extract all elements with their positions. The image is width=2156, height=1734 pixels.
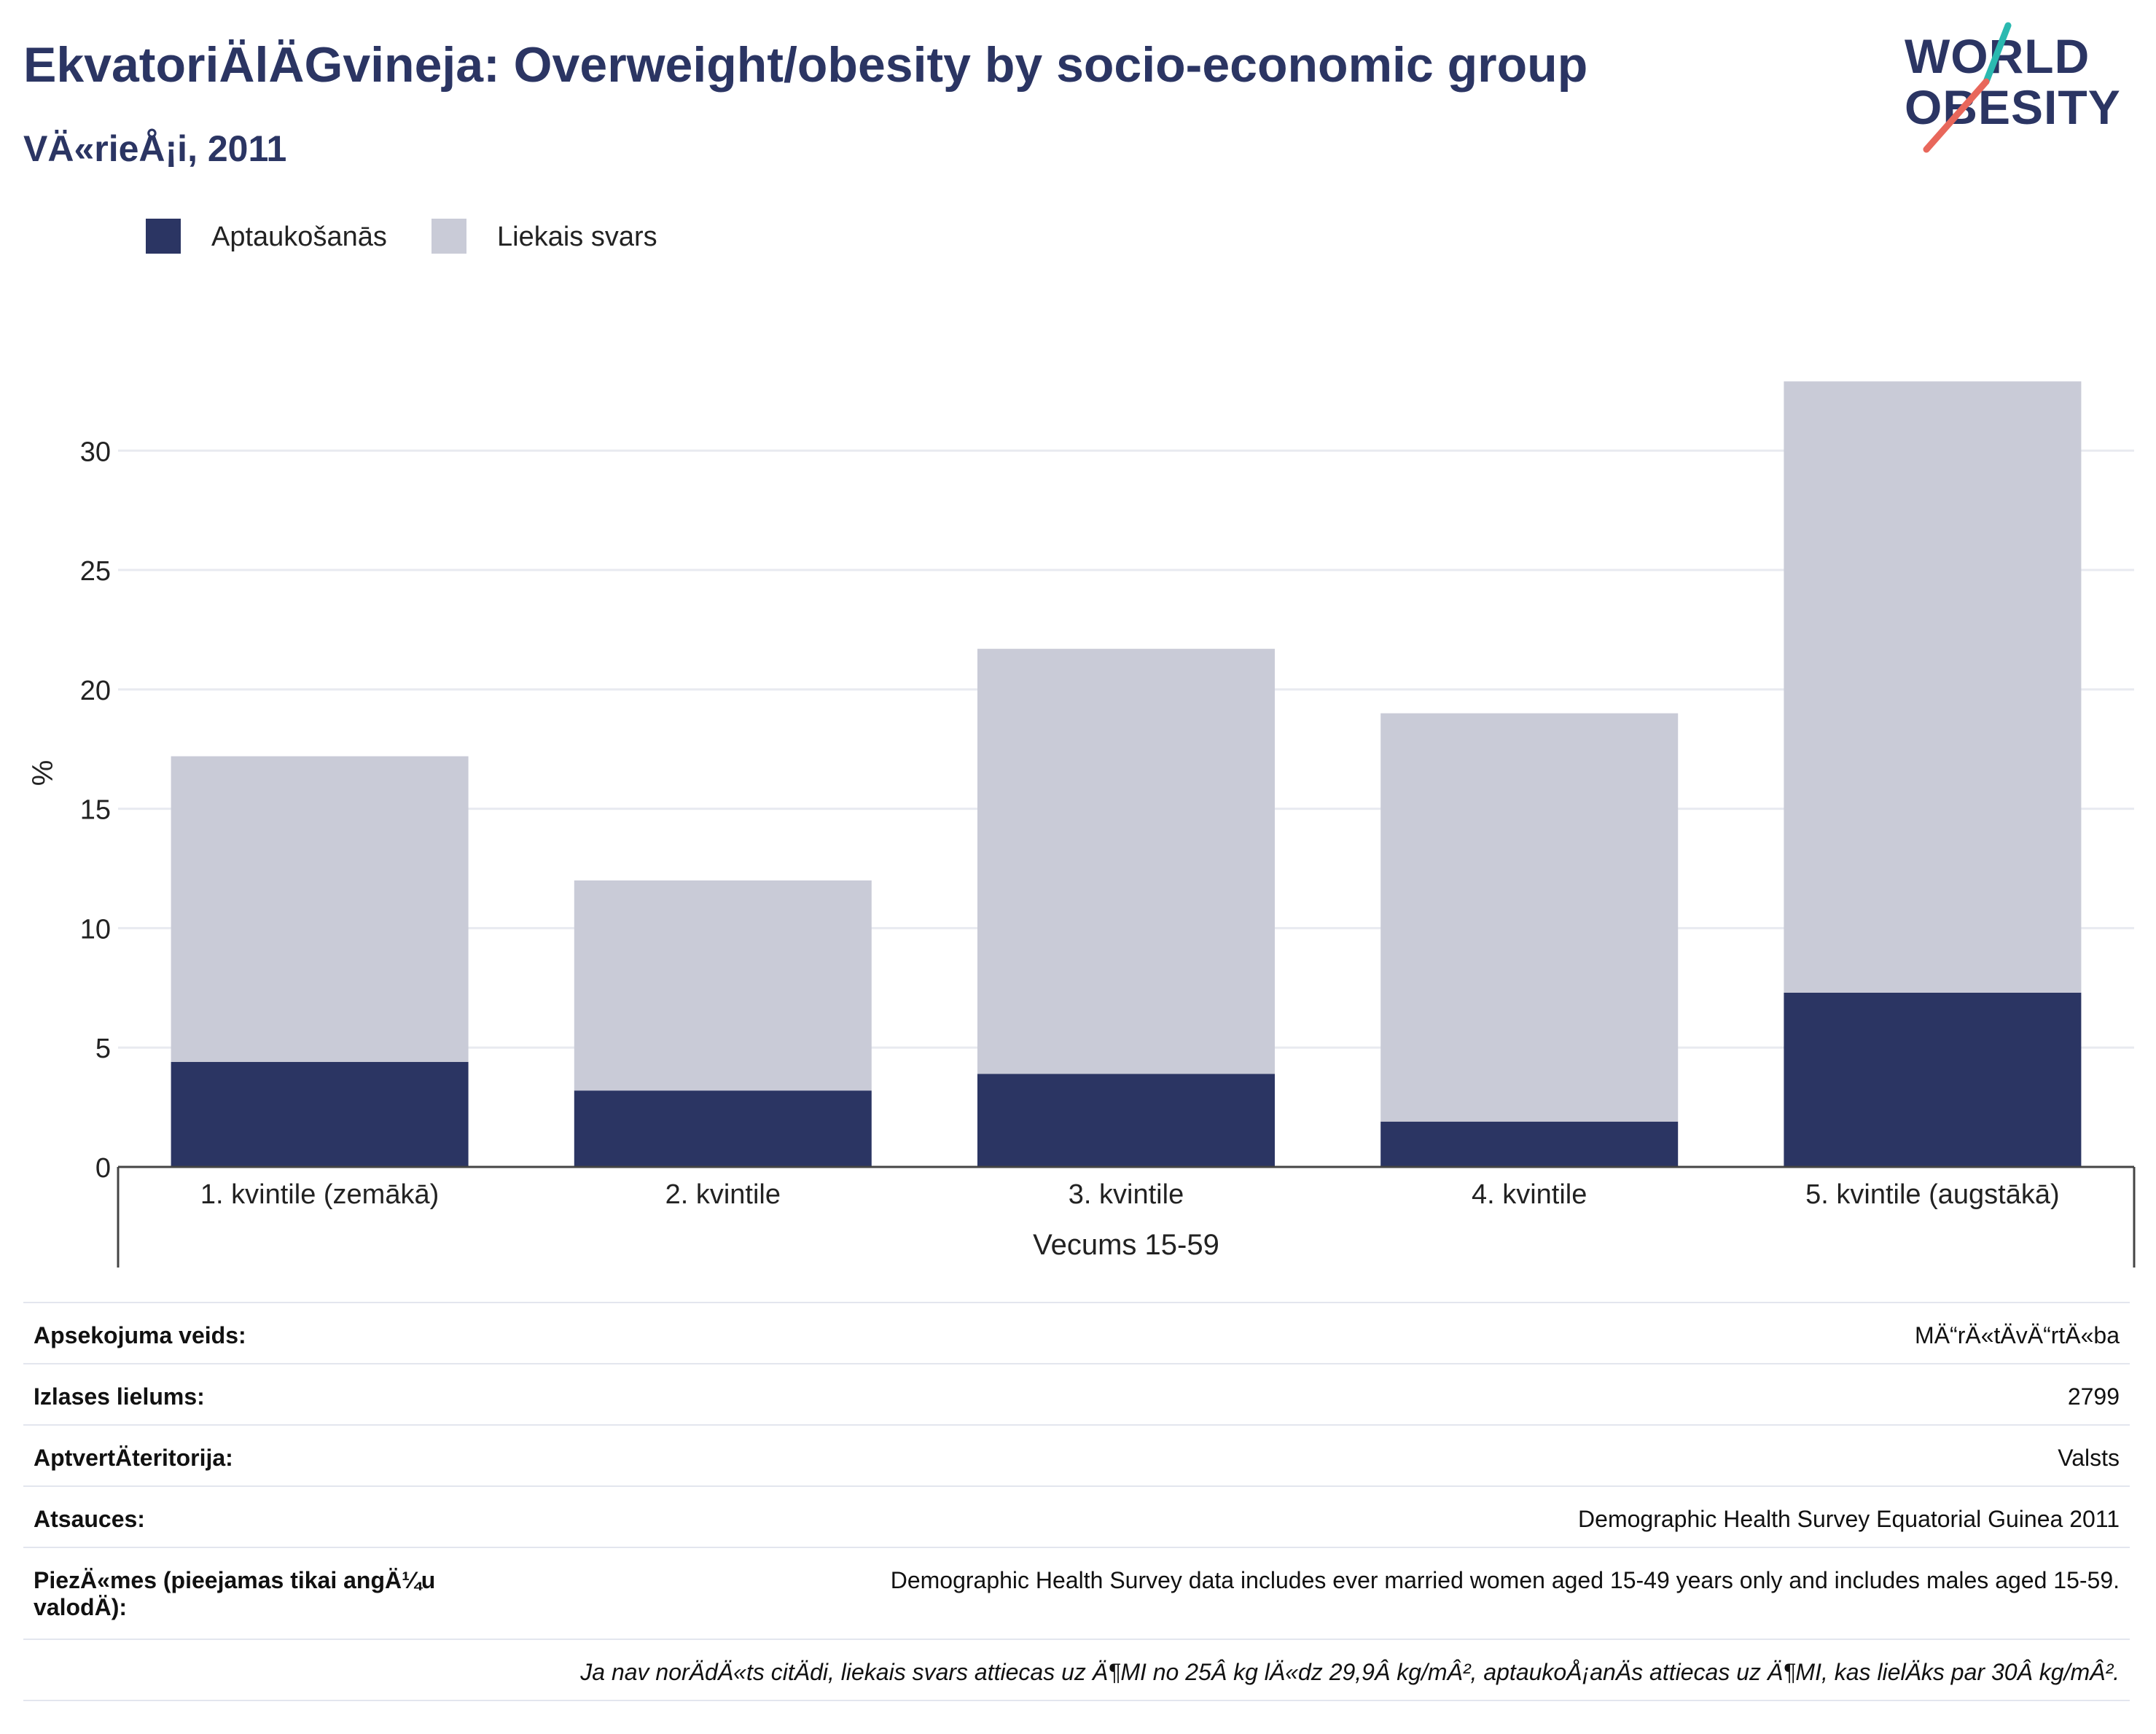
y-tick-label: 5	[95, 1034, 111, 1064]
info-label-survey-type: Apsekojuma veids:	[34, 1322, 246, 1348]
world-obesity-logo: WORLD OBESITY	[1905, 22, 2121, 153]
chart-title: EkvatoriÄlÄGvineja: Overweight/obesity b…	[23, 37, 1588, 93]
y-tick-label: 30	[80, 437, 111, 467]
bar-overweight	[171, 756, 469, 1062]
legend-swatch-obesity	[146, 219, 181, 254]
info-label-sample-size: Izlases lielums:	[34, 1383, 205, 1410]
x-tick-label: 3. kvintile	[1069, 1179, 1184, 1210]
survey-info-table: Apsekojuma veids: MÄ“rÄ«tÄvÄ“rtÄ«ba Izla…	[23, 1302, 2130, 1701]
info-value-coverage: Valsts	[2058, 1445, 2120, 1471]
bar-overweight	[1380, 713, 1679, 1122]
info-row-coverage: AptvertÄteritorija: Valsts	[23, 1424, 2130, 1485]
bar-obesity	[1380, 1121, 1679, 1167]
info-value-references: Demographic Health Survey Equatorial Gui…	[1578, 1506, 2120, 1532]
stacked-bar-chart: 0 5 10 15 20 25 30% 1. kvintile (zemākā) 2. kvin…	[27, 381, 2136, 1268]
footnote-row: Ja nav norÄdÄ«ts citÄdi, liekais svars a…	[23, 1639, 2130, 1701]
logo-word-obesity: OBESITY	[1905, 80, 2121, 134]
info-row-sample-size: Izlases lielums: 2799	[23, 1363, 2130, 1424]
bar-overweight	[574, 880, 872, 1091]
x-tick-label: 5. kvintile (augstākā)	[1805, 1179, 2060, 1210]
x-tick-label: 4. kvintile	[1472, 1179, 1587, 1210]
y-tick-label: 0	[95, 1153, 111, 1184]
bar-obesity	[574, 1090, 872, 1167]
info-value-sample-size: 2799	[2067, 1383, 2120, 1410]
x-axis-label: Vecums 15-59	[1033, 1229, 1219, 1261]
info-label-coverage: AptvertÄteritorija:	[34, 1445, 233, 1471]
info-value-survey-type: MÄ“rÄ«tÄvÄ“rtÄ«ba	[1915, 1322, 2120, 1348]
legend-swatch-overweight	[431, 219, 466, 254]
bar-obesity	[1784, 992, 2082, 1167]
info-row-survey-type: Apsekojuma veids: MÄ“rÄ«tÄvÄ“rtÄ«ba	[23, 1302, 2130, 1363]
chart-subtitle: VÄ«rieÅ¡i, 2011	[23, 128, 287, 169]
bar-obesity	[171, 1061, 469, 1167]
legend-label-obesity: Aptaukošanās	[211, 222, 387, 252]
legend-label-overweight: Liekais svars	[497, 222, 657, 252]
bar-overweight	[1784, 381, 2082, 993]
x-tick-label: 1. kvintile (zemākā)	[200, 1179, 439, 1210]
y-tick-label: 10	[80, 914, 111, 945]
info-row-notes: PiezÄ«mes (pieejamas tikai angÄ¼u valodÄ…	[23, 1547, 2130, 1639]
bar-obesity	[977, 1074, 1275, 1167]
y-tick-label: 15	[80, 795, 111, 826]
y-tick-label: 25	[80, 556, 111, 587]
info-label-notes: PiezÄ«mes (pieejamas tikai angÄ¼u valodÄ…	[34, 1567, 436, 1620]
bar-overweight	[977, 649, 1275, 1074]
y-tick-label: 20	[80, 676, 111, 706]
logo-slash-coral	[1923, 78, 1990, 153]
info-row-references: Atsauces: Demographic Health Survey Equa…	[23, 1485, 2130, 1547]
x-tick-label: 2. kvintile	[665, 1179, 781, 1210]
footnote-text: Ja nav norÄdÄ«ts citÄdi, liekais svars a…	[580, 1659, 2120, 1685]
y-axis-label: %	[27, 760, 59, 786]
info-label-references: Atsauces:	[34, 1506, 145, 1532]
logo-slash-teal	[1983, 22, 2012, 85]
info-value-notes: Demographic Health Survey data includes …	[890, 1567, 2120, 1593]
